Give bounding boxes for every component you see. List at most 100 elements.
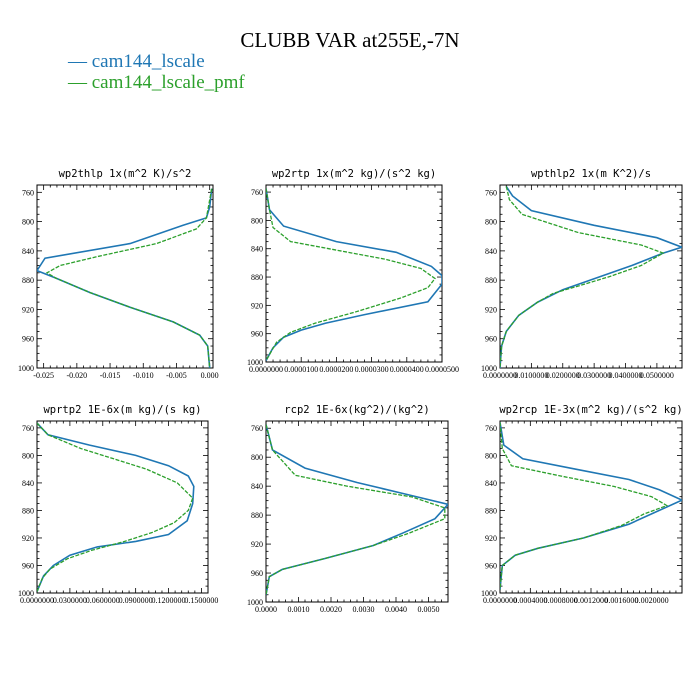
chart-title: CLUBB VAR at255E,-7N [240,28,460,52]
wp2thlp-ytick-label: 760 [22,188,34,197]
wprtp2-panel: wprtp2 1E-6x(m kg)/(s kg) 760 800 840 880 920… [18,404,218,605]
rcp2-xtick-label: 0.0050 [418,605,440,614]
wp2rtp-ytick-label: 880 [251,273,263,282]
wp2rtp-frame [265,184,443,363]
wprtp2-title: wprtp2 1E-6x(m kg)/(s kg) [43,404,201,416]
wp2rcp-title: wp2rcp 1E-3x(m^2 kg)/(s^2 kg) [499,404,682,416]
wpthlp2-ytick-label: 760 [485,188,497,197]
wp2rcp-series-cam144-lscale-pmf [500,422,669,590]
wp2thlp-xtick-label: -0.010 [133,371,154,380]
wprtp2-ytick-label: 920 [22,534,34,543]
wpthlp2-xtick-label: 0.0500000 [640,371,674,380]
wp2thlp-xtick-label: -0.015 [100,371,121,380]
wp2thlp-ytick-label: 1000 [18,364,34,373]
wp2thlp-xtick-label: -0.025 [33,371,54,380]
wp2rcp-ytick-label: 880 [485,506,497,515]
wp2rtp-series-cam144-lscale-pmf [266,188,436,361]
wp2rcp-xtick-label: 0.0012000 [574,596,608,605]
wprtp2-xtick-label: 0.0600000 [86,596,120,605]
wp2rtp-ytick-label: 960 [251,330,263,339]
wprtp2-series-cam144-lscale-pmf [37,422,194,592]
wp2rcp-xtick-label: 0.0004000 [513,596,547,605]
wp2rcp-ytick-label: 960 [485,561,497,570]
wpthlp2-ytick-label: 840 [485,247,497,256]
wp2rtp-xtick-label: 0.0000400 [390,365,424,374]
wp2rtp-series-cam144-lscale [266,188,442,361]
wpthlp2-frame [499,184,683,369]
rcp2-ytick-label: 1000 [247,598,263,607]
rcp2-series-cam144-lscale-pmf [266,424,446,595]
wp2rtp-ytick-label: 1000 [247,358,263,367]
rcp2-xtick-label: 0.0000 [255,605,277,614]
wp2thlp-ytick-label: 880 [22,276,34,285]
wpthlp2-xtick-label: 0.0400000 [609,371,643,380]
wpthlp2-ytick-label: 920 [485,305,497,314]
wp2thlp-frame [36,184,214,369]
wp2rtp-ytick-label: 800 [251,216,263,225]
wp2rtp-xtick-label: 0.0000500 [425,365,459,374]
wprtp2-xtick-label: 0.0000000 [20,596,54,605]
wprtp2-frame [36,420,209,594]
wpthlp2-series-cam144-lscale-pmf [500,186,665,368]
wp2rcp-series-cam144-lscale [500,422,682,590]
rcp2-xtick-label: 0.0010 [288,605,310,614]
wp2rcp-ytick-label: 760 [485,424,497,433]
legend-entry-cam144-lscale: — cam144_lscale [68,51,205,72]
rcp2-series-cam144-lscale [266,424,448,595]
wp2rcp-xtick-label: 0.0020000 [635,596,669,605]
wp2rcp-ytick-label: 1000 [481,589,497,598]
wprtp2-series-cam144-lscale [37,422,195,592]
wp2thlp-series-cam144-lscale-pmf [45,188,213,368]
wp2rcp-ytick-label: 920 [485,534,497,543]
wpthlp2-xtick-label: 0.0300000 [577,371,611,380]
wp2rcp-ytick-label: 800 [485,451,497,460]
rcp2-ytick-label: 960 [251,569,263,578]
wp2rcp-ytick-label: 840 [485,479,497,488]
wp2thlp-series-cam144-lscale [37,188,213,368]
wp2rcp-frame [499,420,683,594]
wp2thlp-ytick-label: 920 [22,305,34,314]
wpthlp2-ytick-label: 960 [485,335,497,344]
wprtp2-ytick-label: 760 [22,424,34,433]
wp2rtp-title: wp2rtp 1x(m^2 kg)/(s^2 kg) [272,168,436,180]
legend-entry-cam144-lscale-pmf: — cam144_lscale_pmf [68,72,245,93]
wp2thlp-xtick-label: -0.005 [166,371,187,380]
rcp2-title: rcp2 1E-6x(kg^2)/(kg^2) [284,404,429,416]
wpthlp2-xtick-label: 0.0200000 [546,371,580,380]
wp2thlp-xtick-label: 0.000 [201,371,219,380]
wprtp2-ytick-label: 1000 [18,589,34,598]
wprtp2-xtick-label: 0.1200000 [152,596,186,605]
wp2rtp-ytick-label: 920 [251,301,263,310]
wpthlp2-title: wpthlp2 1x(m K^2)/s [531,168,651,180]
wp2rcp-xtick-label: 0.0000000 [483,596,517,605]
rcp2-ytick-label: 920 [251,540,263,549]
wp2thlp-panel: wp2thlp 1x(m^2 K)/s^2 760 800 840 880 920 960 1… [18,168,219,380]
wprtp2-ytick-label: 960 [22,561,34,570]
wp2rtp-ytick-label: 760 [251,188,263,197]
rcp2-panel: rcp2 1E-6x(kg^2)/(kg^2) 760 800 840 880 920 96… [247,404,449,614]
rcp2-ytick-label: 880 [251,511,263,520]
wpthlp2-xtick-label: 0.0100000 [514,371,548,380]
wprtp2-ytick-label: 880 [22,506,34,515]
wp2rtp-xtick-label: 0.0000000 [249,365,283,374]
wp2thlp-ytick-label: 840 [22,247,34,256]
rcp2-xtick-label: 0.0040 [385,605,407,614]
wprtp2-ytick-label: 840 [22,479,34,488]
rcp2-frame [265,420,449,603]
wpthlp2-panel: wpthlp2 1x(m K^2)/s 760 800 840 880 920 960 100… [481,168,683,380]
rcp2-ytick-label: 800 [251,453,263,462]
wpthlp2-series-cam144-lscale [500,186,682,368]
wp2rcp-panel: wp2rcp 1E-3x(m^2 kg)/(s^2 kg)760 800 840 88… [481,404,683,605]
wpthlp2-ytick-label: 800 [485,218,497,227]
wprtp2-xtick-label: 0.1500000 [184,596,218,605]
wp2rtp-ytick-label: 840 [251,245,263,254]
wpthlp2-ytick-label: 1000 [481,364,497,373]
wp2thlp-xtick-label: -0.020 [67,371,88,380]
wp2thlp-title: wp2thlp 1x(m^2 K)/s^2 [59,168,192,180]
wp2thlp-ytick-label: 960 [22,335,34,344]
rcp2-xtick-label: 0.0030 [353,605,375,614]
rcp2-xtick-label: 0.0020 [320,605,342,614]
wprtp2-xtick-label: 0.0300000 [53,596,87,605]
wp2rtp-xtick-label: 0.0000300 [355,365,389,374]
wpthlp2-xtick-label: 0.0000000 [483,371,517,380]
